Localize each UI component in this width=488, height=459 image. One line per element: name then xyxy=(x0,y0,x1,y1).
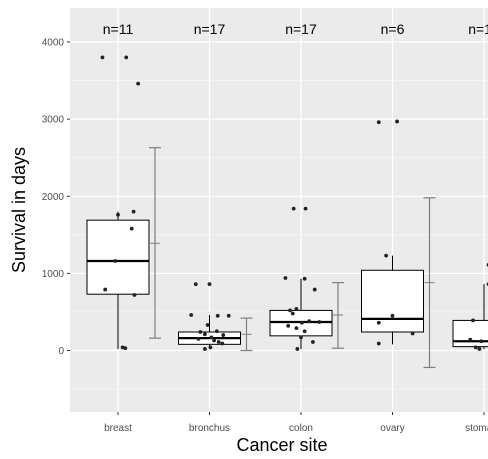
data-point xyxy=(299,335,303,340)
x-tick-label-stomach: stomach xyxy=(465,423,488,434)
data-point xyxy=(384,253,388,258)
data-point xyxy=(103,287,108,292)
n-label-stomach: n=13 xyxy=(468,21,488,37)
data-point xyxy=(131,209,136,214)
x-tick-label-bronchus: bronchus xyxy=(189,423,230,434)
y-tick-label: 2000 xyxy=(42,192,65,203)
n-label-breast: n=11 xyxy=(103,21,134,37)
data-point xyxy=(196,337,201,341)
y-tick-label: 1000 xyxy=(42,269,65,280)
data-point xyxy=(216,340,221,344)
x-tick-label-breast: breast xyxy=(104,423,132,434)
data-point xyxy=(205,323,210,327)
data-point xyxy=(116,212,120,217)
n-labels: n=11 n=17 n=17 n=6 n=13 xyxy=(103,21,488,37)
data-point xyxy=(302,329,307,334)
plot-panel xyxy=(70,8,488,412)
n-label-colon: n=17 xyxy=(285,21,317,37)
data-point xyxy=(303,206,308,211)
data-point xyxy=(376,120,381,125)
data-point xyxy=(189,313,194,317)
data-point xyxy=(215,313,220,318)
data-point xyxy=(283,276,288,280)
data-point xyxy=(317,320,322,324)
data-point xyxy=(302,276,307,281)
data-point xyxy=(291,206,296,211)
data-point xyxy=(123,346,128,351)
data-point xyxy=(290,311,295,316)
x-tick-label-ovary: ovary xyxy=(380,423,404,434)
data-point xyxy=(294,326,299,331)
y-tick-label: 4000 xyxy=(42,38,65,49)
data-point xyxy=(129,226,134,231)
data-point xyxy=(468,337,473,342)
data-point xyxy=(410,331,415,336)
data-point xyxy=(132,293,137,297)
data-point xyxy=(286,323,291,328)
y-tick-label: 0 xyxy=(58,346,64,357)
data-point xyxy=(473,345,478,350)
y-axis-title: Survival in days xyxy=(9,147,29,273)
data-point xyxy=(203,347,207,351)
box-stomach xyxy=(452,319,488,348)
data-point xyxy=(100,55,105,60)
data-point xyxy=(208,345,213,350)
data-point xyxy=(203,332,207,337)
data-point xyxy=(214,329,219,334)
data-point xyxy=(198,330,203,334)
boxes xyxy=(86,211,488,349)
data-point xyxy=(221,333,226,337)
data-point xyxy=(307,319,312,324)
mean-errorbars xyxy=(149,147,436,369)
n-label-bronchus: n=17 xyxy=(194,21,226,37)
data-point xyxy=(310,340,315,344)
data-point xyxy=(395,119,399,124)
data-point xyxy=(212,338,216,343)
data-point xyxy=(376,341,381,346)
data-point xyxy=(226,313,231,318)
data-point xyxy=(288,308,292,313)
data-point xyxy=(295,347,300,351)
data-point xyxy=(207,282,212,287)
data-point xyxy=(220,341,225,346)
data-point xyxy=(390,313,395,318)
data-point xyxy=(300,320,304,325)
n-label-ovary: n=6 xyxy=(381,21,405,37)
data-point xyxy=(209,335,214,340)
data-point xyxy=(294,306,299,311)
data-point xyxy=(312,287,317,292)
data-point xyxy=(471,318,475,323)
data-point xyxy=(193,282,198,287)
x-tick-label-colon: colon xyxy=(289,423,313,434)
data-point xyxy=(479,339,484,344)
y-axis: 0 1000 2000 3000 4000 xyxy=(42,38,70,357)
y-tick-label: 3000 xyxy=(42,115,65,126)
data-point xyxy=(136,81,141,86)
x-axis-title: Cancer site xyxy=(236,435,327,455)
data-point xyxy=(477,347,482,351)
data-point xyxy=(376,320,381,325)
data-point xyxy=(113,259,118,263)
box-breast xyxy=(86,219,150,295)
x-axis: breast bronchus colon ovary stomach xyxy=(104,412,488,434)
data-point xyxy=(124,55,129,60)
box-ovary xyxy=(361,269,424,333)
data-points xyxy=(100,55,488,351)
